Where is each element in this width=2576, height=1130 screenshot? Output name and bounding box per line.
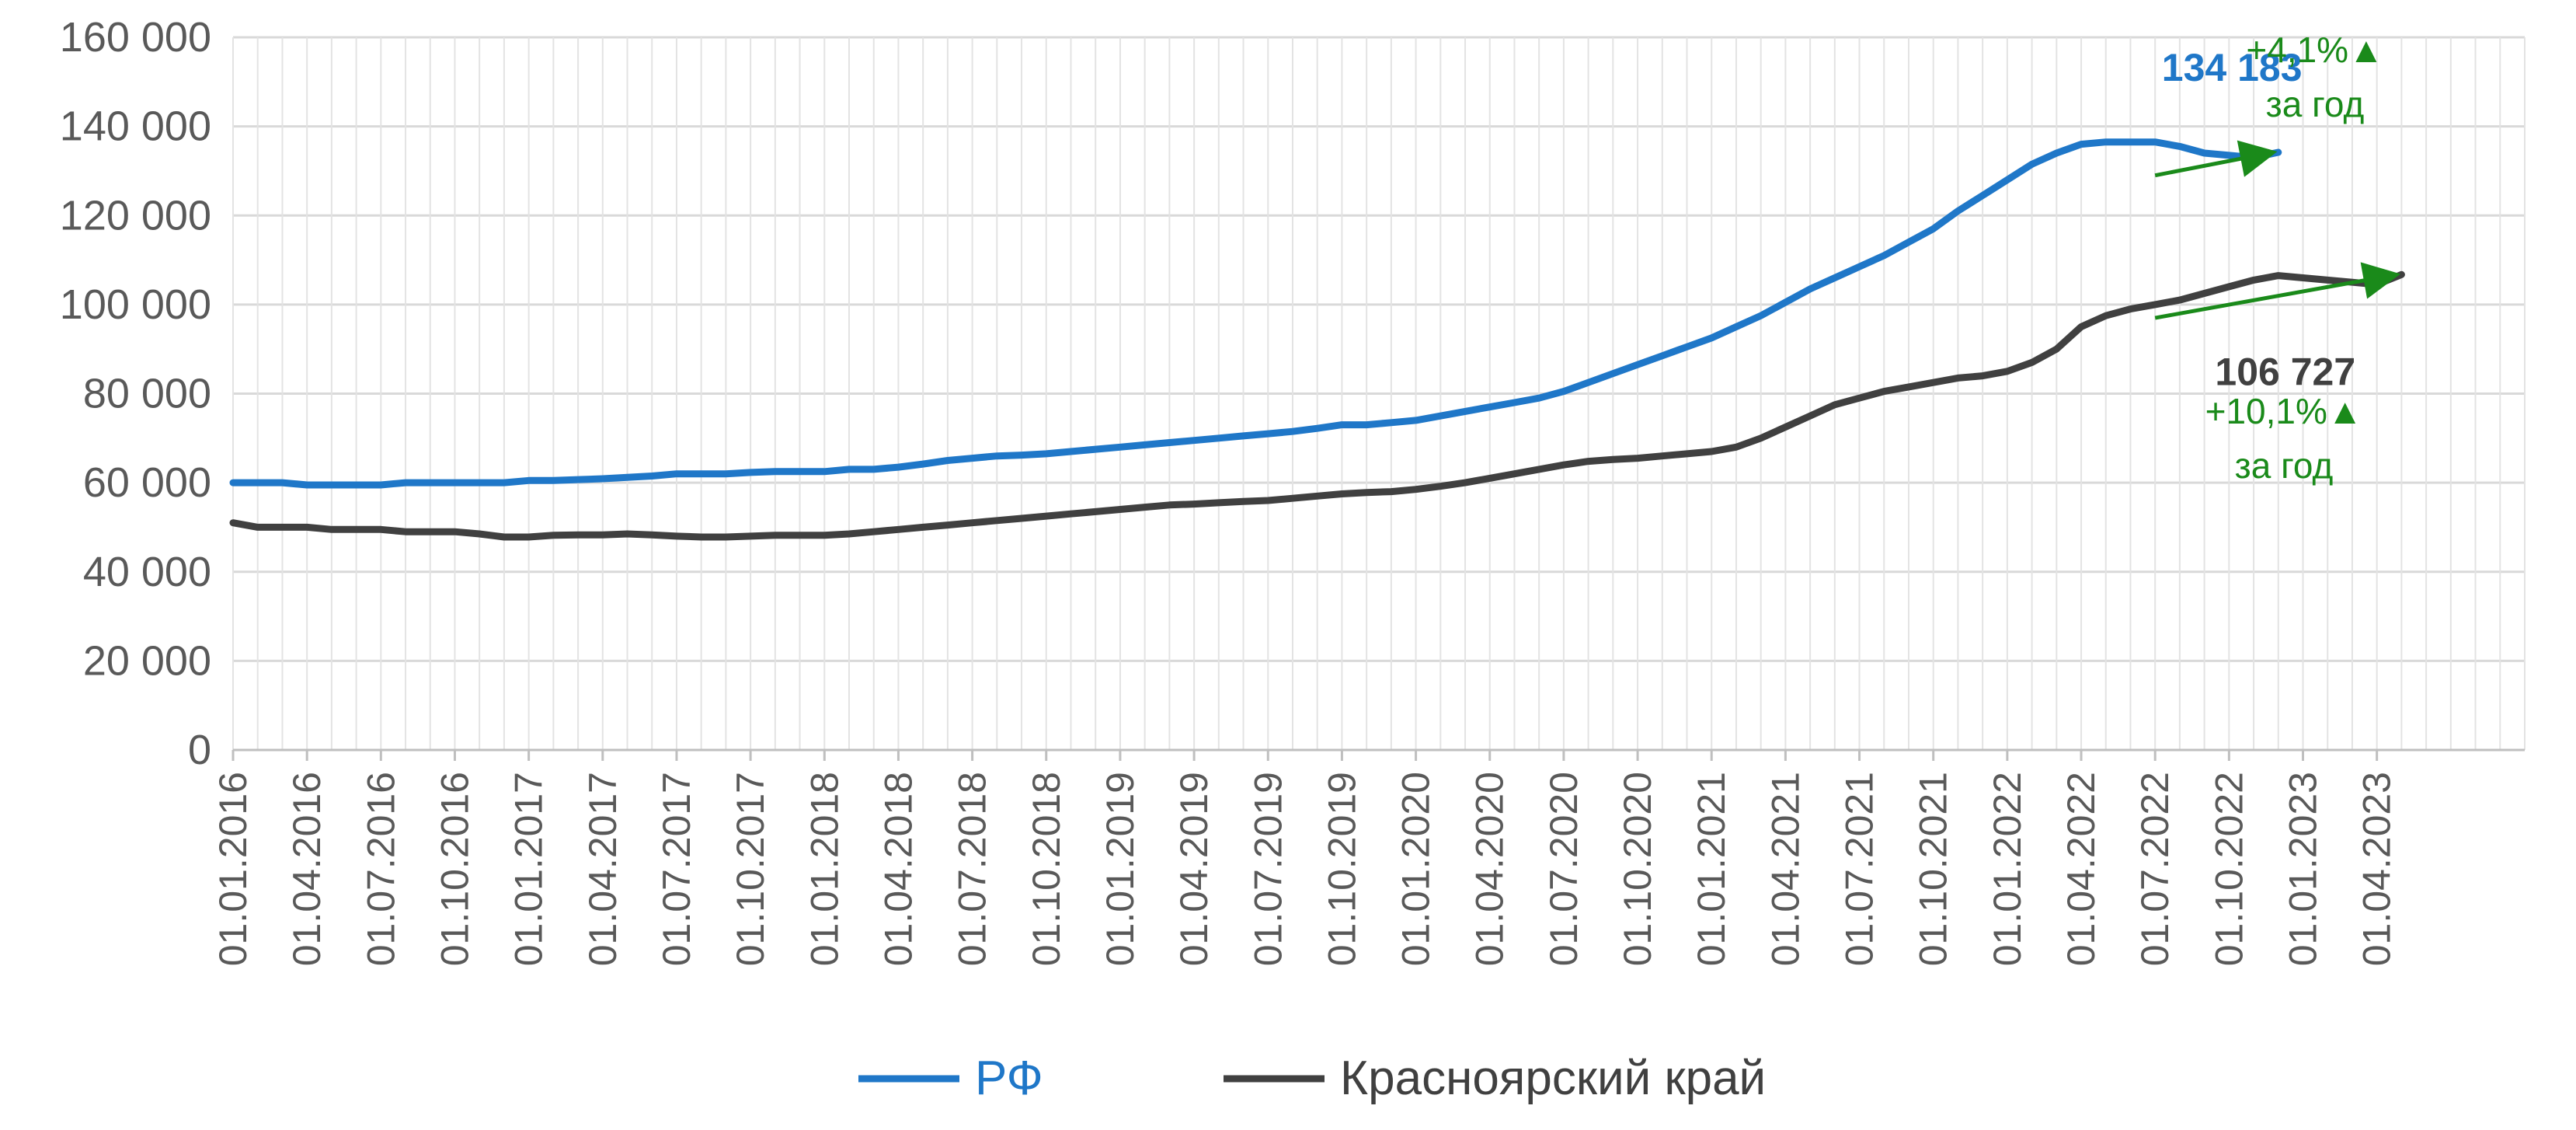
- x-tick-label: 01.04.2017: [581, 772, 625, 966]
- series-line-1: [229, 270, 2405, 541]
- x-tick-label: 01.01.2016: [211, 772, 255, 966]
- x-tick-label: 01.01.2018: [802, 772, 846, 966]
- legend-label-1: Красноярский край: [1340, 1052, 1766, 1105]
- x-tick-label: 01.10.2017: [729, 772, 772, 966]
- x-tick-label: 01.10.2020: [1616, 772, 1659, 966]
- y-tick-label: 160 000: [60, 14, 211, 61]
- x-tick-label: 01.01.2022: [1986, 772, 2029, 966]
- trend-pct-label-1: +10,1%▲: [2205, 391, 2363, 431]
- x-tick-label: 01.07.2019: [1246, 772, 1290, 966]
- x-tick-label: 01.04.2018: [876, 772, 920, 966]
- x-tick-label: 01.01.2019: [1098, 772, 1142, 966]
- x-tick-label: 01.07.2022: [2133, 772, 2177, 966]
- series-lines: 134 183 106 727: [229, 46, 2405, 541]
- x-tick-label: 01.10.2022: [2207, 772, 2251, 966]
- trend-arrow-0: [2154, 140, 2278, 178]
- trend-period-label-1: за год: [2235, 445, 2334, 486]
- x-tick-label: 01.04.2022: [2059, 772, 2103, 966]
- y-tick-label: 60 000: [83, 459, 211, 506]
- x-tick-label: 01.01.2017: [507, 772, 551, 966]
- x-tick-label: 01.04.2016: [285, 772, 329, 966]
- trend-arrow-1: [2154, 262, 2401, 320]
- x-tick-label: 01.10.2019: [1320, 772, 1363, 966]
- x-tick-label: 01.07.2020: [1542, 772, 1586, 966]
- x-tick-label: 01.10.2018: [1025, 772, 1068, 966]
- end-value-label-0: 134 183: [2162, 46, 2303, 89]
- x-tick-label: 01.01.2021: [1690, 772, 1733, 966]
- x-tick-label: 01.07.2016: [359, 772, 402, 966]
- x-tick-label: 01.10.2021: [1912, 772, 1955, 966]
- y-axis: 0 20 000 40 000 60 000 80 000 100 000 120 000 1…: [60, 14, 211, 773]
- trend-annotations: +4,1%▲ за год +10,1%▲ за год: [2154, 30, 2401, 486]
- legend: РФ Красноярский край: [858, 1052, 1766, 1105]
- end-value-label-1: 106 727: [2215, 350, 2355, 393]
- y-tick-label: 80 000: [83, 371, 211, 417]
- trend-period-label-0: за год: [2266, 84, 2365, 124]
- y-tick-label: 40 000: [83, 549, 211, 595]
- x-tick-label: 01.10.2016: [433, 772, 476, 966]
- x-tick-label: 01.07.2017: [655, 772, 698, 966]
- series-line-0: [229, 138, 2282, 489]
- gridlines: [232, 36, 2526, 752]
- legend-label-0: РФ: [975, 1052, 1043, 1105]
- x-axis: 01.01.2016 01.04.2016 01.07.2016 01.10.2016…: [211, 748, 2525, 966]
- y-tick-label: 0: [188, 727, 211, 773]
- y-tick-label: 140 000: [60, 103, 211, 150]
- x-tick-label: 01.07.2018: [951, 772, 994, 966]
- x-tick-label: 01.04.2023: [2355, 772, 2399, 966]
- x-tick-label: 01.01.2023: [2282, 772, 2325, 966]
- y-tick-label: 120 000: [60, 192, 211, 239]
- x-tick-label: 01.04.2020: [1468, 772, 1512, 966]
- x-tick-label: 01.04.2019: [1172, 772, 1216, 966]
- y-tick-label: 100 000: [60, 281, 211, 328]
- y-tick-label: 20 000: [83, 637, 211, 684]
- x-tick-label: 01.04.2021: [1763, 772, 1807, 966]
- trend-pct-label-0: +4,1%▲: [2246, 30, 2383, 70]
- x-tick-label: 01.07.2021: [1838, 772, 1882, 966]
- x-tick-label: 01.01.2020: [1394, 772, 1438, 966]
